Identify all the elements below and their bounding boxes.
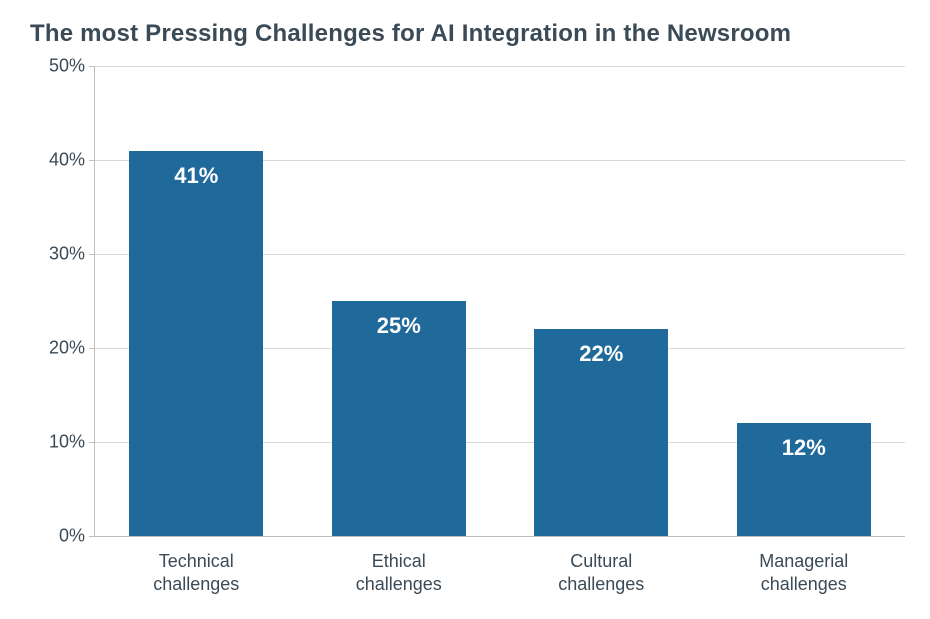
y-axis-line — [94, 66, 95, 536]
ytick-mark — [89, 348, 95, 349]
bar: 22% — [534, 329, 668, 536]
bar-value-label: 41% — [129, 163, 263, 189]
bar: 12% — [737, 423, 871, 536]
gridline — [95, 66, 905, 67]
bar: 41% — [129, 151, 263, 536]
ytick-label: 40% — [49, 150, 85, 171]
bar-value-label: 25% — [332, 313, 466, 339]
ytick-mark — [89, 160, 95, 161]
chart-title: The most Pressing Challenges for AI Inte… — [30, 20, 791, 48]
bar-value-label: 22% — [534, 341, 668, 367]
plot-area: 0%10%20%30%40%50%41%Technical challenges… — [95, 66, 905, 536]
ytick-label: 30% — [49, 244, 85, 265]
bar-chart: The most Pressing Challenges for AI Inte… — [0, 0, 930, 619]
ytick-mark — [89, 254, 95, 255]
x-axis-line — [95, 536, 905, 537]
ytick-mark — [89, 66, 95, 67]
ytick-label: 10% — [49, 432, 85, 453]
ytick-label: 20% — [49, 338, 85, 359]
x-category-label: Technical challenges — [95, 550, 298, 595]
x-category-label: Cultural challenges — [500, 550, 703, 595]
ytick-label: 0% — [59, 526, 85, 547]
ytick-mark — [89, 442, 95, 443]
x-category-label: Managerial challenges — [703, 550, 906, 595]
ytick-mark — [89, 536, 95, 537]
bar-value-label: 12% — [737, 435, 871, 461]
ytick-label: 50% — [49, 56, 85, 77]
x-category-label: Ethical challenges — [298, 550, 501, 595]
bar: 25% — [332, 301, 466, 536]
